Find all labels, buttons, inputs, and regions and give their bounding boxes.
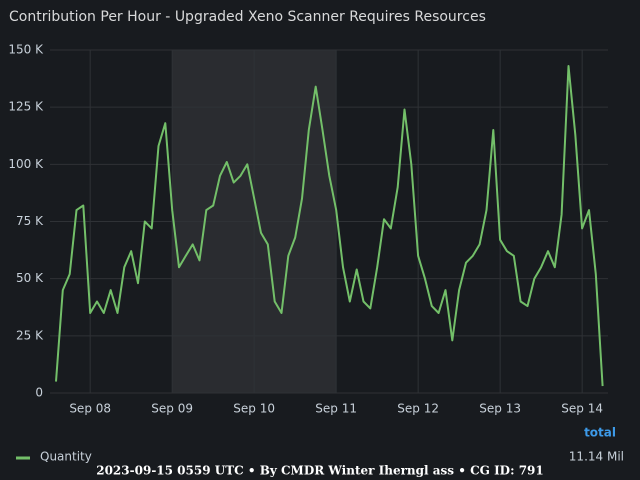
x-tick-label: Sep 09 xyxy=(151,402,193,416)
y-tick-label: 100 K xyxy=(8,157,44,171)
x-tick-label: Sep 08 xyxy=(69,402,111,416)
footer: 2023-09-15 0559 UTC • By CMDR Winter Ihe… xyxy=(96,464,544,478)
y-tick-label: 50 K xyxy=(16,271,44,285)
y-tick-label: 75 K xyxy=(16,214,44,228)
line-series xyxy=(55,65,604,387)
chart-title: Contribution Per Hour - Upgraded Xeno Sc… xyxy=(9,9,486,25)
legend-label: Quantity xyxy=(40,450,92,464)
plot xyxy=(55,65,604,387)
y-tick-label: 25 K xyxy=(16,328,44,342)
x-tick-label: Sep 12 xyxy=(397,402,439,416)
y-tick-label: 150 K xyxy=(8,43,44,57)
y-tick-label: 125 K xyxy=(8,100,44,114)
x-tick-label: Sep 10 xyxy=(233,402,275,416)
legend-stat-value: 11.14 Mil xyxy=(569,450,624,464)
y-tick-label: 0 xyxy=(35,386,43,400)
legend-stat-name: total xyxy=(584,426,616,440)
x-tick-label: Sep 11 xyxy=(315,402,357,416)
x-tick-label: Sep 13 xyxy=(479,402,521,416)
grid xyxy=(50,49,608,394)
x-tick-label: Sep 14 xyxy=(561,402,603,416)
